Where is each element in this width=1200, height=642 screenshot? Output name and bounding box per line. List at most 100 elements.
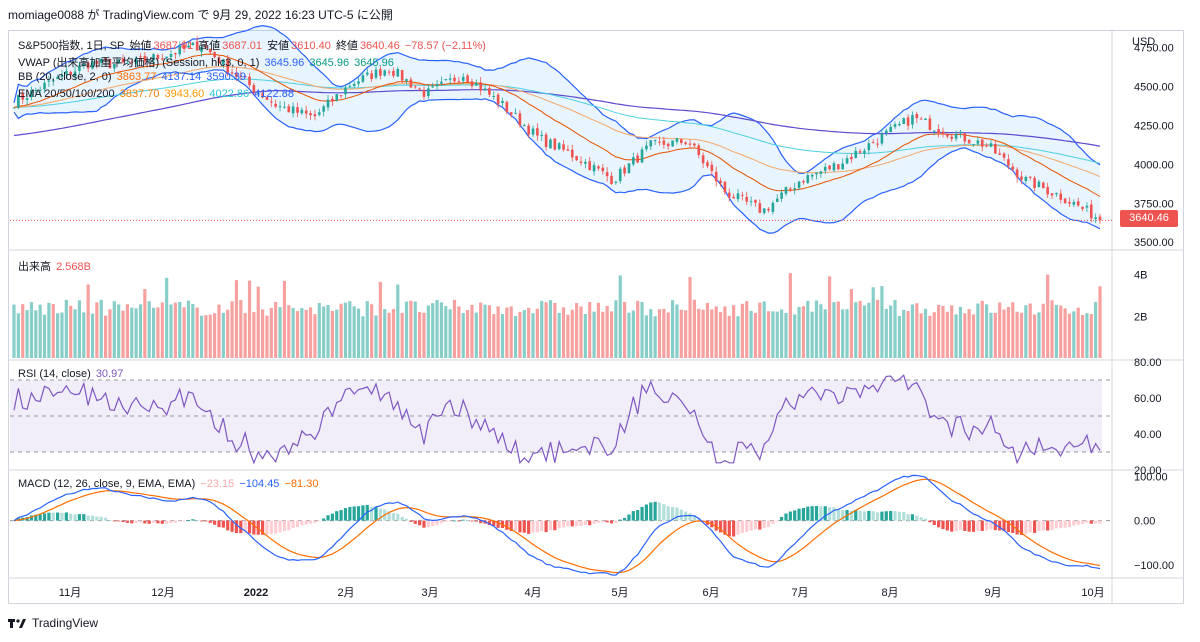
volume-bar: [108, 309, 112, 358]
candle-body: [832, 163, 836, 171]
candle-body: [1085, 205, 1089, 208]
volume-bar: [736, 316, 740, 358]
macd-histogram-bar: [849, 510, 853, 521]
candle-body: [278, 106, 282, 108]
candle-body: [1002, 153, 1006, 158]
macd-histogram-bar: [601, 520, 605, 523]
candle-body: [640, 149, 644, 163]
macd-histogram-bar: [108, 520, 112, 521]
macd-histogram-bar: [313, 520, 317, 523]
macd-histogram-bar: [636, 510, 640, 521]
last-price-tag: 3640.46: [1120, 210, 1178, 227]
volume-bar: [313, 314, 317, 358]
candle-body: [1059, 193, 1063, 200]
volume-bar: [937, 304, 941, 358]
volume-bar: [801, 306, 806, 358]
macd-histogram-bar: [919, 517, 923, 521]
ema200-line: [13, 89, 1101, 147]
macd-histogram-bar: [679, 509, 683, 521]
volume-bar: [12, 304, 16, 358]
ema-legend[interactable]: EMA 20/50/100/200 3837.70 3943.60 4022.8…: [18, 88, 296, 100]
candle-body: [566, 149, 570, 151]
ema-label: EMA 20/50/100/200: [18, 88, 115, 100]
candle-body: [575, 155, 578, 161]
candle-body: [911, 114, 914, 125]
macd-histogram-bar: [675, 507, 679, 521]
macd-histogram-bar: [788, 511, 792, 521]
volume-bar: [1098, 286, 1102, 358]
macd-histogram-bar: [797, 508, 801, 521]
volume-value: 2.568B: [56, 261, 91, 273]
candle-body: [967, 139, 971, 144]
tradingview-brand[interactable]: TradingView: [32, 616, 99, 630]
volume-bar: [723, 306, 727, 358]
candle-body: [30, 90, 33, 98]
macd-histogram-bar: [527, 520, 531, 534]
volume-bar: [99, 299, 103, 358]
volume-bar: [274, 301, 278, 358]
volume-bar: [348, 301, 352, 358]
volume-label: 出来高: [18, 261, 51, 273]
volume-bar: [745, 301, 749, 358]
volume-bar: [727, 315, 731, 358]
macd-histogram-bar: [191, 519, 195, 521]
macd-histogram-bar: [413, 520, 417, 524]
candle-body: [113, 64, 116, 69]
vwap-legend[interactable]: VWAP (出来高加重平均価格) (Session, hlc3, 0, 1) 3…: [18, 54, 396, 70]
volume-bar: [623, 301, 627, 358]
macd-histogram-bar: [505, 520, 509, 530]
volume-bar: [103, 315, 108, 358]
macd-histogram-bar: [396, 513, 400, 521]
candle-body: [287, 106, 291, 113]
macd-histogram-bar: [444, 520, 448, 522]
volume-bar: [474, 312, 478, 358]
volume-bar: [147, 301, 151, 358]
symbol-label[interactable]: S&P500指数, 1日, SP: [18, 40, 125, 52]
macd-histogram-bar: [69, 513, 73, 521]
macd-histogram-bar: [1046, 520, 1050, 531]
macd-histogram-bar: [535, 520, 539, 533]
volume-bar: [29, 302, 34, 358]
rsi-legend[interactable]: RSI (14, close) 30.97: [18, 368, 125, 380]
macd-histogram-bar: [230, 520, 234, 532]
volume-bar: [165, 277, 169, 358]
volume-bar: [836, 301, 840, 358]
volume-bar: [662, 308, 666, 358]
candle-body: [318, 112, 321, 115]
volume-legend[interactable]: 出来高 2.568B: [18, 258, 93, 274]
macd-legend[interactable]: MACD (12, 26, close, 9, EMA, EMA) −23.15…: [18, 478, 320, 490]
volume-bar: [923, 308, 928, 358]
candle-body: [597, 166, 600, 169]
macd-histogram-bar: [73, 514, 77, 521]
candle-body: [727, 192, 731, 198]
volume-bar: [932, 312, 936, 358]
macd-histogram-bar: [47, 512, 51, 521]
volume-bar: [919, 313, 923, 358]
macd-histogram-bar: [243, 520, 247, 533]
candle-body: [427, 88, 430, 97]
candle-body: [980, 139, 984, 147]
volume-bar: [875, 299, 880, 358]
volume-bar: [644, 315, 649, 358]
candle-body: [291, 106, 295, 114]
volume-bar: [191, 303, 195, 358]
candle-body: [509, 112, 513, 115]
candle-body: [300, 109, 304, 114]
candle-body: [823, 166, 827, 171]
candle-body: [1055, 193, 1058, 195]
candle-body: [1076, 201, 1080, 206]
volume-bar: [16, 313, 20, 358]
volume-bar: [657, 309, 662, 358]
candle-body: [557, 143, 561, 150]
bb-legend[interactable]: BB (20, close, 2, 0) 3863.77 4137.14 359…: [18, 71, 248, 83]
candle-body: [850, 156, 853, 160]
macd-histogram-bar: [884, 511, 888, 521]
volume-bar: [893, 300, 897, 358]
volume-bar: [740, 303, 744, 358]
macd-histogram-bar: [29, 515, 34, 521]
macd-histogram-bar: [614, 520, 618, 523]
volume-bar: [954, 314, 958, 358]
macd-histogram-bar: [819, 506, 823, 521]
volume-bar: [269, 307, 273, 358]
